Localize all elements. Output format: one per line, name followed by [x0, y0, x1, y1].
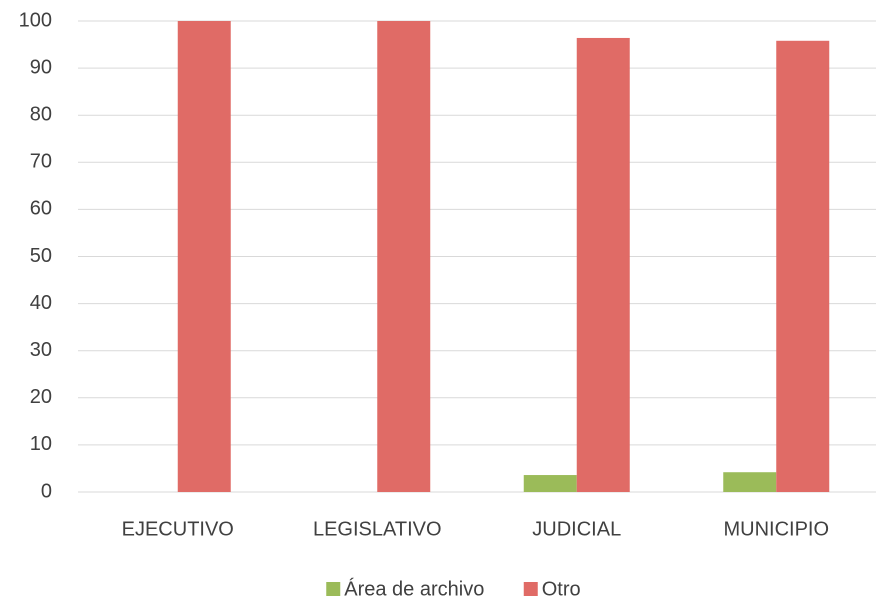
legend-swatch	[326, 582, 341, 596]
y-tick-label: 60	[30, 198, 52, 220]
y-tick-label: 100	[19, 9, 52, 31]
x-tick-label: MUNICIPIO	[723, 518, 829, 540]
y-tick-label: 10	[30, 433, 52, 455]
x-tick-label: JUDICIAL	[532, 518, 621, 540]
bar	[776, 40, 830, 492]
y-tick-label: 50	[30, 245, 52, 267]
x-tick-label: LEGISLATIVO	[313, 518, 442, 540]
y-tick-label: 30	[30, 339, 52, 361]
bar	[523, 475, 577, 492]
bar	[723, 472, 777, 492]
y-tick-label: 70	[30, 151, 52, 173]
bar	[576, 37, 630, 493]
bar	[377, 21, 431, 492]
legend-label: Área de archivo	[344, 577, 484, 600]
legend-swatch	[523, 582, 538, 596]
y-tick-label: 0	[41, 480, 52, 502]
y-tick-label: 90	[30, 56, 52, 78]
legend-label: Otro	[542, 578, 581, 600]
y-tick-label: 80	[30, 103, 52, 125]
x-tick-label: EJECUTIVO	[122, 518, 234, 540]
y-tick-label: 20	[30, 386, 52, 408]
bar	[177, 21, 231, 492]
y-tick-label: 40	[30, 292, 52, 314]
